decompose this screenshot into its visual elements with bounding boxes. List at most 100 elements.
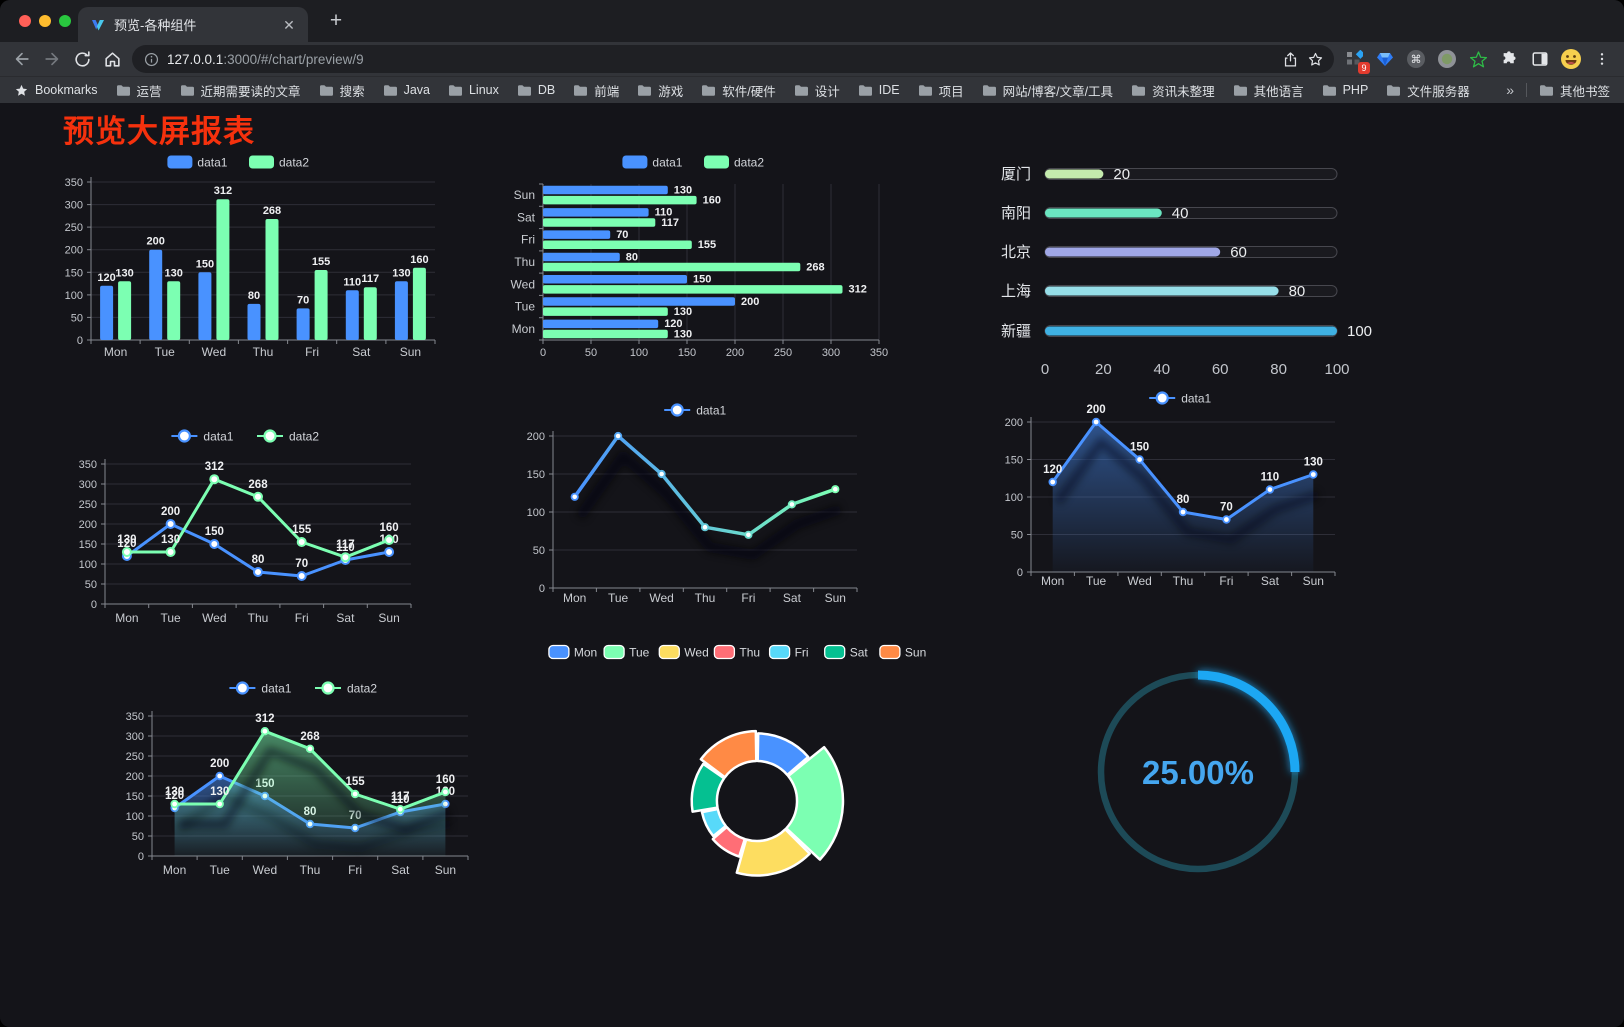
bookmark-folder-list: 运营 近期需要读的文章 搜索 Java Linux DB 前端 游戏 软件/硬件 设计 IDE 项目 网… <box>116 81 1470 100</box>
bookmark-folder[interactable]: 搜索 <box>319 81 365 100</box>
chart-svg-line-gradient: 0 50 100 150 200 Mon Tue Wed Thu Fri Sat Sun data1 <box>527 403 858 605</box>
svg-text:Wed: Wed <box>684 646 708 660</box>
svg-text:Thu: Thu <box>248 611 269 625</box>
close-window-button[interactable] <box>19 15 31 27</box>
back-button[interactable] <box>8 45 36 73</box>
url-path: :3000/#/chart/preview/9 <box>223 51 364 67</box>
gem-icon <box>1377 53 1393 66</box>
extension-command-icon[interactable]: ⌘ <box>1404 47 1428 71</box>
svg-text:200: 200 <box>726 347 744 359</box>
bookmark-folder[interactable]: PHP <box>1322 81 1368 100</box>
bookmark-folder[interactable]: DB <box>517 81 555 100</box>
extension-grid-icon[interactable]: 9 <box>1342 47 1370 74</box>
svg-text:268: 268 <box>263 205 281 217</box>
other-bookmarks-folder[interactable]: 其他书签 <box>1539 81 1610 100</box>
bookmark-folder[interactable]: 设计 <box>794 81 840 100</box>
home-button[interactable] <box>98 45 126 73</box>
share-icon[interactable] <box>1282 51 1299 68</box>
folder-icon <box>1132 84 1146 96</box>
bookmark-folder[interactable]: 运营 <box>116 81 162 100</box>
svg-text:110: 110 <box>336 542 355 554</box>
extension-star-icon[interactable] <box>1466 47 1490 71</box>
extension-record-icon[interactable] <box>1435 47 1459 71</box>
svg-text:Wed: Wed <box>511 277 535 291</box>
svg-text:200: 200 <box>741 296 759 308</box>
svg-text:60: 60 <box>1230 244 1247 261</box>
url-text[interactable]: 127.0.0.1:3000/#/chart/preview/9 <box>167 52 1274 67</box>
chart-bar-horizontal: data1 data2 0 50 100 150 200 250 300 350 Mon 120 130… <box>495 148 895 366</box>
home-icon <box>104 51 120 67</box>
svg-text:250: 250 <box>65 222 83 234</box>
svg-text:Wed: Wed <box>202 345 226 359</box>
back-icon <box>15 52 29 66</box>
tab-close-icon[interactable]: ✕ <box>283 16 295 33</box>
bookmark-folder[interactable]: 游戏 <box>637 81 683 100</box>
svg-text:150: 150 <box>1130 442 1149 454</box>
svg-text:150: 150 <box>1005 455 1023 467</box>
menu-kebab-button[interactable] <box>1590 47 1614 71</box>
bookmark-folder[interactable]: 近期需要读的文章 <box>180 81 301 100</box>
new-tab-button[interactable]: + <box>329 9 343 32</box>
svg-text:130: 130 <box>674 306 692 318</box>
bookmark-folder[interactable]: 网站/博客/文章/工具 <box>982 81 1113 100</box>
bookmark-folder-label: 网站/博客/文章/工具 <box>1002 84 1114 99</box>
extension-gem-icon[interactable] <box>1373 47 1397 71</box>
svg-text:20: 20 <box>1113 166 1130 183</box>
svg-text:100: 100 <box>630 347 648 359</box>
bookmark-folder-label: 文件服务器 <box>1407 84 1470 99</box>
bookmark-folder[interactable]: IDE <box>858 81 900 100</box>
bookmark-folder-label: 运营 <box>136 84 162 99</box>
url-host: 127.0.0.1 <box>167 51 224 67</box>
svg-text:Thu: Thu <box>300 863 321 877</box>
svg-text:312: 312 <box>205 461 224 473</box>
browser-tab[interactable]: 预览-各种组件 ✕ <box>78 7 308 42</box>
svg-text:130: 130 <box>674 184 692 196</box>
svg-text:200: 200 <box>527 431 545 443</box>
bookmarks-overflow-button[interactable]: » <box>1506 82 1514 98</box>
bookmark-folder[interactable]: 其他语言 <box>1233 81 1304 100</box>
svg-text:0: 0 <box>1017 567 1023 579</box>
bookmark-folder-label: Linux <box>468 83 499 97</box>
bookmarks-manager-item[interactable]: Bookmarks <box>14 83 98 98</box>
address-bar[interactable]: 127.0.0.1:3000/#/chart/preview/9 <box>132 45 1334 73</box>
svg-text:data2: data2 <box>734 156 764 170</box>
bookmark-folder[interactable]: Linux <box>448 81 499 100</box>
reload-button[interactable] <box>68 45 96 73</box>
bookmark-star-icon[interactable] <box>1307 51 1324 68</box>
profile-avatar[interactable] <box>1559 47 1583 71</box>
svg-text:110: 110 <box>391 794 410 806</box>
svg-text:130: 130 <box>674 328 692 340</box>
bookmark-folder[interactable]: 文件服务器 <box>1386 81 1470 100</box>
bookmark-folder[interactable]: 软件/硬件 <box>701 81 776 100</box>
svg-text:0: 0 <box>540 347 546 359</box>
puzzle-icon <box>1503 50 1516 63</box>
bookmark-folder[interactable]: 前端 <box>573 81 619 100</box>
chart-svg-progress-list: 厦门 20 南阳 40 北京 60 上海 80 新疆 100 0 20 40 60 80 100 <box>1001 166 1372 378</box>
svg-text:130: 130 <box>210 786 229 798</box>
avatar-emoji-icon <box>1561 49 1581 69</box>
svg-text:50: 50 <box>132 831 144 843</box>
bookmark-folder[interactable]: 项目 <box>918 81 964 100</box>
forward-button[interactable] <box>38 45 66 73</box>
side-panel-icon <box>1532 52 1548 66</box>
chart-svg-area-multi: 0 50 100 150 200 250 300 350 Mon Tue Wed Thu Fri Sat S… <box>126 681 469 877</box>
svg-text:160: 160 <box>436 774 455 786</box>
bookmark-folder-label: 软件/硬件 <box>722 84 776 99</box>
extensions-puzzle-button[interactable] <box>1497 47 1521 71</box>
folder-icon <box>383 84 397 96</box>
bookmark-folder[interactable]: 资讯未整理 <box>1131 81 1215 100</box>
minimize-window-button[interactable] <box>39 15 51 27</box>
chart-bar-vertical: 0 50 100 150 200 250 300 350 Mon Tue Wed Thu Fri Sat S… <box>35 148 445 366</box>
site-info-icon[interactable] <box>144 52 159 67</box>
zoom-window-button[interactable] <box>59 15 71 27</box>
svg-text:200: 200 <box>1087 404 1106 416</box>
record-circle-icon <box>1438 50 1456 68</box>
chart-line-multi: 0 50 100 150 200 250 300 350 Mon Tue Wed Thu Fri Sat S… <box>35 420 465 635</box>
side-panel-button[interactable] <box>1528 47 1552 71</box>
svg-text:Sat: Sat <box>336 611 355 625</box>
bookmark-folder[interactable]: Java <box>383 81 430 100</box>
svg-text:250: 250 <box>126 751 144 763</box>
svg-text:Mon: Mon <box>104 345 127 359</box>
svg-text:Mon: Mon <box>115 611 138 625</box>
